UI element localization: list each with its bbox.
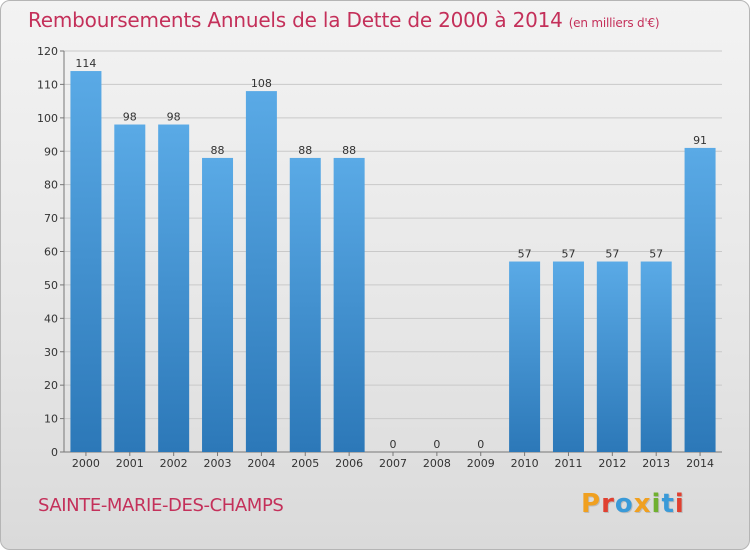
bar [552,261,584,452]
logo-letter: r [601,489,615,519]
y-tick-label: 50 [44,279,58,292]
y-tick-label: 0 [51,446,58,459]
x-tick-label: 2000 [72,457,100,470]
x-tick-label: 2010 [511,457,539,470]
data-label: 57 [605,248,619,261]
y-tick-label: 40 [44,312,58,325]
x-tick-label: 2008 [423,457,451,470]
y-tick-label: 30 [44,346,58,359]
x-tick-label: 2004 [247,457,275,470]
x-tick-label: 2006 [335,457,363,470]
y-tick-label: 20 [44,379,58,392]
data-label: 88 [342,144,356,157]
data-label: 91 [693,134,707,147]
data-label: 0 [477,438,484,451]
bar [289,157,321,452]
bar [114,124,146,453]
y-tick-label: 90 [44,145,58,158]
data-label: 57 [518,248,532,261]
data-label: 98 [167,111,181,124]
bar [596,261,628,452]
logo-letter: x [633,489,652,519]
bar [158,124,190,453]
bar [684,147,716,453]
logo-letter: t [661,489,675,519]
data-label: 114 [75,57,96,70]
bar [202,157,234,452]
bar [640,261,672,452]
y-tick-label: 10 [44,413,58,426]
data-label: 88 [211,144,225,157]
data-label: 0 [390,438,397,451]
y-tick-label: 110 [37,78,58,91]
logo-letter: i [674,489,685,519]
unit-label: (en milliers d'€) [568,16,660,30]
y-tick-label: 100 [37,112,58,125]
y-tick-label: 60 [44,246,58,259]
x-tick-label: 2009 [467,457,495,470]
x-tick-label: 2012 [598,457,626,470]
title-text: Remboursements Annuels de la Dette de 20… [28,8,563,32]
bar [70,71,102,453]
x-tick-label: 2007 [379,457,407,470]
logo-letter: P [581,489,602,519]
bar [333,157,365,452]
data-label: 98 [123,111,137,124]
x-tick-label: 2005 [291,457,319,470]
x-tick-label: 2001 [116,457,144,470]
data-label: 0 [433,438,440,451]
chart-title: Remboursements Annuels de la Dette de 20… [28,8,660,32]
data-label: 57 [649,248,663,261]
data-label: 88 [298,144,312,157]
x-tick-label: 2003 [204,457,232,470]
y-tick-label: 80 [44,179,58,192]
y-tick-label: 120 [37,45,58,58]
data-label: 108 [251,77,272,90]
x-tick-label: 2002 [160,457,188,470]
bar [509,261,541,452]
bar [245,91,277,452]
x-tick-label: 2013 [642,457,670,470]
y-tick-label: 70 [44,212,58,225]
x-tick-label: 2011 [554,457,582,470]
commune-name: SAINTE-MARIE-DES-CHAMPS [38,495,284,516]
data-label: 57 [561,248,575,261]
proxiti-logo: Proxiti [581,489,685,519]
x-tick-label: 2014 [686,457,714,470]
logo-letter: o [614,489,634,519]
logo-letter: i [651,489,662,519]
